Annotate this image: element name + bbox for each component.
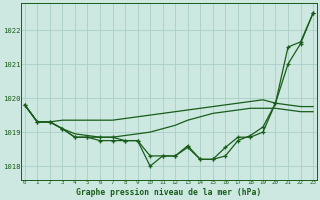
X-axis label: Graphe pression niveau de la mer (hPa): Graphe pression niveau de la mer (hPa) (76, 188, 261, 197)
